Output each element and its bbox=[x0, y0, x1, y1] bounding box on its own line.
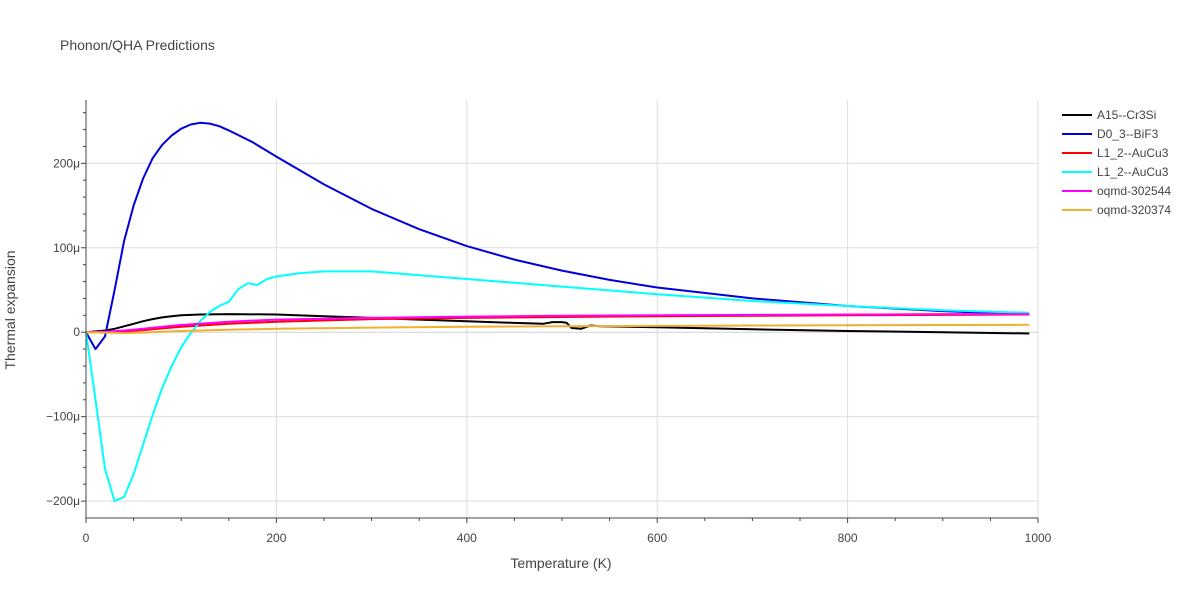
legend-item[interactable]: oqmd-302544 bbox=[1062, 184, 1171, 198]
x-tick-label: 200 bbox=[266, 531, 286, 545]
series-line-6[interactable] bbox=[85, 323, 1030, 335]
y-tick-label: 100μ bbox=[53, 241, 80, 255]
y-tick-label: −100μ bbox=[46, 410, 80, 424]
x-tick-label: 800 bbox=[838, 531, 858, 545]
legend-label: oqmd-302544 bbox=[1097, 184, 1171, 198]
y-axis-title: Thermal expansion bbox=[2, 250, 18, 369]
y-tick-label: −200μ bbox=[46, 494, 80, 508]
series-line-2[interactable] bbox=[85, 121, 1030, 351]
y-tick-label: 200μ bbox=[53, 156, 80, 170]
legend-label: A15--Cr3Si bbox=[1097, 108, 1156, 122]
legend-item[interactable]: D0_3--BiF3 bbox=[1062, 127, 1159, 141]
x-tick-label: 400 bbox=[457, 531, 477, 545]
legend-item[interactable]: L1_2--AuCu3 bbox=[1062, 146, 1169, 160]
legend-label: L1_2--AuCu3 bbox=[1097, 146, 1169, 160]
legend-item[interactable]: oqmd-320374 bbox=[1062, 203, 1171, 217]
x-tick-label: 600 bbox=[647, 531, 667, 545]
legend-item[interactable]: A15--Cr3Si bbox=[1062, 108, 1156, 122]
grid bbox=[86, 100, 1039, 518]
legend[interactable]: A15--Cr3Si D0_3--BiF3 L1_2--AuCu3 L1_2--AuC… bbox=[1062, 108, 1171, 217]
legend-label: L1_2--AuCu3 bbox=[1097, 165, 1169, 179]
axes: 0 200 400 600 800 1000 −200μ −100μ 0 100μ 200μ bbox=[46, 100, 1052, 545]
chart-title: Phonon/QHA Predictions bbox=[60, 37, 215, 53]
x-axis-title: Temperature (K) bbox=[510, 555, 611, 571]
plot-area[interactable] bbox=[85, 121, 1030, 503]
series-line-5[interactable] bbox=[85, 313, 1030, 334]
y-tick-label: 0 bbox=[73, 325, 80, 339]
x-tick-label: 0 bbox=[83, 531, 90, 545]
legend-item[interactable]: L1_2--AuCu3 bbox=[1062, 165, 1169, 179]
x-tick-label: 1000 bbox=[1025, 531, 1052, 545]
legend-label: oqmd-320374 bbox=[1097, 203, 1171, 217]
series-line-4[interactable] bbox=[85, 270, 1030, 503]
legend-label: D0_3--BiF3 bbox=[1097, 127, 1159, 141]
